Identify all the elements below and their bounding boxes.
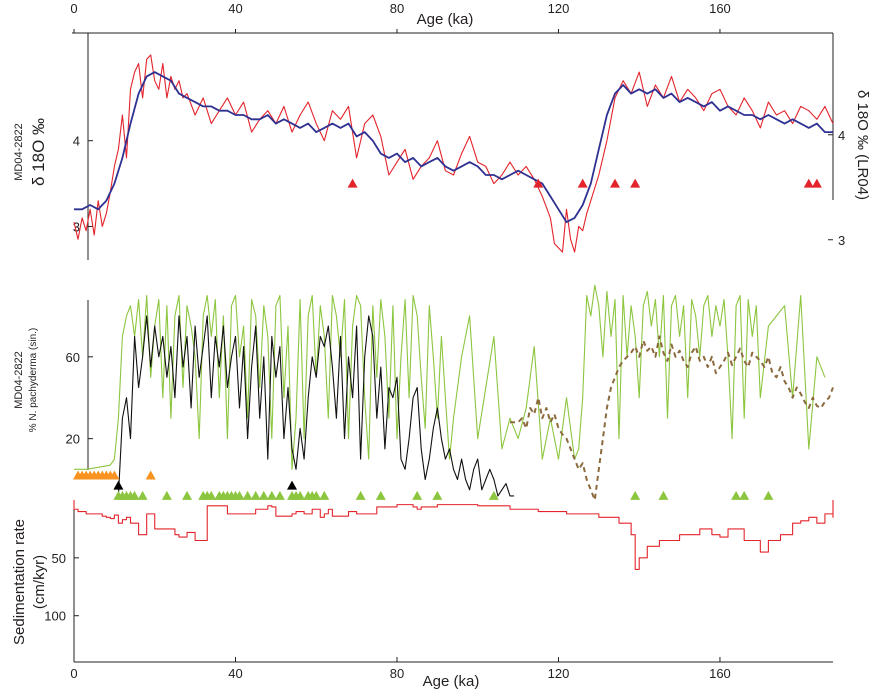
- green-triangle-marker: [739, 490, 750, 500]
- red-triangle-marker: [803, 178, 814, 188]
- green-triangle-marker: [266, 490, 277, 500]
- series-line-green: [74, 284, 826, 470]
- series-line-md04-2822: [73, 54, 834, 253]
- top-tick-label: 160: [709, 1, 731, 16]
- green-triangle-marker: [375, 490, 386, 500]
- sed-left-label-1: Sedimentation rate: [11, 519, 28, 645]
- green-triangle-marker: [412, 490, 423, 500]
- orange-triangle-marker: [145, 470, 156, 480]
- series-line-brown-dashed: [510, 335, 834, 501]
- top-tick-label: 40: [228, 1, 242, 16]
- pachy-series: [74, 284, 834, 501]
- green-triangle-marker: [206, 490, 217, 500]
- y-tick-label: 100: [44, 609, 66, 624]
- panel-d18o: MD04-2822 δ 18O ‰ δ 18O ‰ (LR04) 34 34: [13, 33, 871, 260]
- bottom-tick-label: 80: [390, 666, 404, 681]
- sed-left-ticks: 50 100: [44, 551, 79, 624]
- green-triangle-marker: [488, 490, 499, 500]
- green-triangle-marker: [258, 490, 269, 500]
- green-triangle-marker: [295, 490, 306, 500]
- black-triangle-marker: [113, 480, 124, 490]
- sed-left-label-2: (cm/kyr): [31, 555, 48, 609]
- series-line-lr04: [74, 71, 833, 223]
- bottom-tick-label: 40: [228, 666, 242, 681]
- y-tick-label: 20: [66, 432, 80, 447]
- green-triangle-marker: [432, 490, 443, 500]
- green-triangle-marker: [274, 490, 285, 500]
- green-triangle-marker: [182, 490, 193, 500]
- red-triangle-marker: [347, 178, 358, 188]
- pachy-left-label-2: % N. pachyderma (sin.): [28, 328, 39, 432]
- green-triangle-marker: [658, 490, 669, 500]
- d18o-right-ticks: 34: [828, 128, 845, 248]
- d18o-left-label-2: δ 18O ‰: [29, 118, 48, 186]
- green-triangle-marker: [234, 490, 245, 500]
- bottom-axis: Age (ka) 0 40 80 120 160: [70, 657, 833, 690]
- bottom-tick-label: 0: [70, 666, 77, 681]
- green-triangle-marker: [242, 490, 253, 500]
- green-triangle-marker: [731, 490, 742, 500]
- y-tick-label: 60: [66, 350, 80, 365]
- top-axis-ticks: 0 40 80 120 160: [70, 1, 731, 33]
- bottom-tick-label: 120: [548, 666, 570, 681]
- red-triangle-marker: [609, 178, 620, 188]
- top-tick-label: 80: [390, 1, 404, 16]
- y-right-tick-label: 4: [838, 128, 845, 143]
- green-triangle-marker: [630, 490, 641, 500]
- panel-sedrate: Sedimentation rate (cm/kyr) 50 100: [11, 500, 834, 662]
- top-tick-label: 120: [548, 1, 570, 16]
- top-tick-label: 0: [70, 1, 77, 16]
- top-axis-title: Age (ka): [417, 11, 474, 28]
- red-triangle-marker: [630, 178, 641, 188]
- green-triangle-marker: [161, 490, 172, 500]
- d18o-left-ticks: 34: [73, 134, 93, 234]
- top-axis: Age (ka) 0 40 80 120 160: [70, 1, 833, 34]
- y-tick-label: 50: [52, 551, 66, 566]
- bottom-axis-ticks: 0 40 80 120 160: [70, 657, 731, 681]
- pachy-markers: [73, 470, 774, 500]
- red-triangle-marker: [811, 178, 822, 188]
- green-triangle-marker: [137, 490, 148, 500]
- bottom-axis-title: Age (ka): [423, 673, 480, 690]
- pachy-left-label-1: MD04-2822: [13, 351, 25, 408]
- sed-series: [73, 500, 834, 570]
- black-triangle-marker: [287, 480, 298, 490]
- green-triangle-marker: [355, 490, 366, 500]
- orange-triangle-marker: [109, 470, 120, 480]
- green-triangle-marker: [250, 490, 261, 500]
- green-triangle-marker: [763, 490, 774, 500]
- series-line-black: [117, 315, 515, 497]
- green-triangle-marker: [129, 490, 140, 500]
- y-right-tick-label: 3: [838, 233, 845, 248]
- y-tick-label: 3: [73, 219, 80, 234]
- red-triangle-marker: [533, 178, 544, 188]
- d18o-left-label-1: MD04-2822: [13, 123, 25, 180]
- green-triangle-marker: [311, 490, 322, 500]
- bottom-tick-label: 160: [709, 666, 731, 681]
- red-triangle-marker: [577, 178, 588, 188]
- d18o-right-label: δ 18O ‰ (LR04): [854, 90, 871, 200]
- series-line-sedimentation-rate: [73, 500, 834, 570]
- d18o-series: [73, 54, 834, 253]
- y-tick-label: 4: [73, 134, 80, 149]
- green-triangle-marker: [319, 490, 330, 500]
- d18o-markers: [347, 178, 822, 188]
